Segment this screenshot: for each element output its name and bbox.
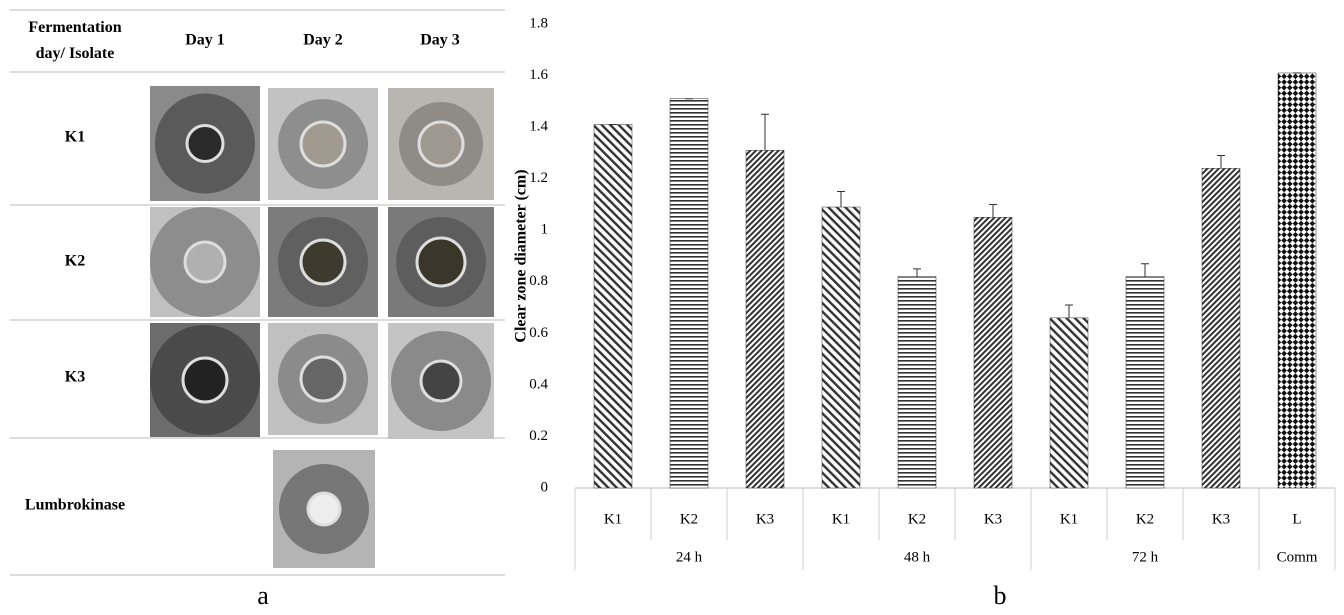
group-label: 48 h (904, 549, 931, 565)
group-label: 24 h (676, 549, 703, 565)
row-label: K2 (65, 253, 85, 270)
bar (746, 150, 784, 488)
row-label: K1 (65, 129, 85, 146)
bar (1126, 277, 1164, 488)
error-bar (989, 204, 997, 217)
bar (1202, 168, 1240, 488)
well (421, 361, 461, 401)
well (419, 122, 463, 166)
y-tick-label: 1.6 (529, 67, 548, 83)
x-tick-label: K1 (1060, 511, 1078, 527)
x-tick-label: K1 (832, 511, 850, 527)
x-tick-label: K2 (1136, 511, 1154, 527)
bar (1278, 73, 1316, 488)
header-cell: Day 3 (420, 32, 460, 49)
well (301, 357, 345, 401)
x-tick-label: K1 (604, 511, 622, 527)
figure: Fermentationday/ Isolate Day 1 Day 2 Day 3 K… (0, 0, 1344, 610)
bar (670, 99, 708, 488)
error-bar (1065, 305, 1073, 318)
group-label: 72 h (1132, 549, 1159, 565)
error-bar (1141, 264, 1149, 277)
well (417, 238, 465, 286)
y-tick-label: 0.8 (529, 273, 548, 289)
y-tick-label: 1.4 (529, 119, 548, 135)
header-cell: Day 1 (185, 32, 225, 49)
well (185, 242, 225, 282)
well (187, 126, 223, 162)
panel-label: a (257, 581, 269, 610)
well (301, 122, 345, 166)
y-axis-title: Clear zone diameter (cm) (513, 169, 530, 342)
chart: 0 0.2 0.4 0.6 0.8 1 1.2 1.4 1.6 1.8 Clear zone dia… (513, 15, 1335, 610)
x-tick-label: K3 (756, 511, 774, 527)
bar (898, 277, 936, 488)
y-tick-label: 0.2 (529, 428, 548, 444)
header-cell: Day 2 (303, 32, 343, 49)
well (308, 493, 340, 525)
group-label: Comm (1277, 549, 1318, 565)
x-tick-label: K2 (908, 511, 926, 527)
bar (1050, 318, 1088, 488)
error-bar (837, 192, 845, 207)
y-tick-label: 1 (541, 222, 549, 238)
error-bar (761, 114, 769, 150)
row-label: Lumbrokinase (25, 497, 125, 514)
error-bar (913, 269, 921, 277)
y-tick-label: 0 (541, 479, 549, 495)
bar (822, 207, 860, 488)
y-tick-label: 1.2 (529, 170, 548, 186)
well (183, 358, 227, 402)
y-tick-label: 0.4 (529, 376, 548, 392)
bar (974, 217, 1012, 488)
panel-label: b (994, 581, 1007, 610)
x-tick-label: K3 (984, 511, 1002, 527)
row-label: K3 (65, 369, 85, 386)
y-tick-label: 0.6 (529, 325, 548, 341)
well (301, 240, 345, 284)
x-tick-label: K2 (680, 511, 698, 527)
x-tick-label: L (1292, 511, 1301, 527)
x-tick-label: K3 (1212, 511, 1230, 527)
y-tick-label: 1.8 (529, 15, 548, 31)
error-bar (1217, 155, 1225, 168)
bar (594, 125, 632, 488)
